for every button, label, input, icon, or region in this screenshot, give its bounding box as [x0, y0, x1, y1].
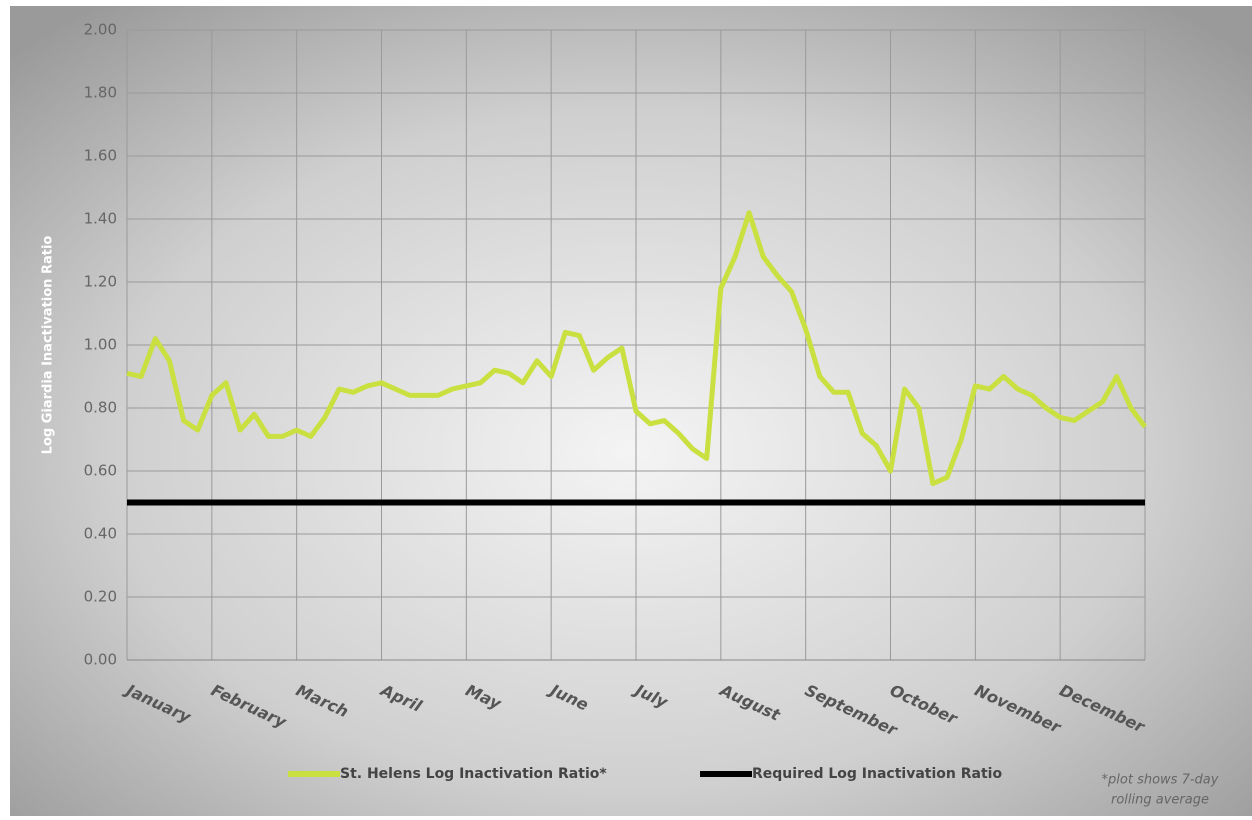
y-tick-label: 0.40 [84, 525, 117, 543]
y-tick-label: 0.20 [84, 588, 117, 606]
note: rolling average [1111, 793, 1209, 808]
y-tick-label: 1.20 [84, 273, 117, 291]
note: *plot shows 7-day [1102, 773, 1219, 788]
y-tick-label: 1.60 [84, 147, 117, 165]
series-line [126, 210, 1148, 487]
y-tick-label: 1.00 [84, 336, 117, 354]
y-tick-label: 2.00 [84, 21, 117, 39]
legend-label: Required Log Inactivation Ratio [752, 766, 1002, 782]
y-tick-label: 0.00 [84, 651, 117, 669]
y-axis-title: Log Giardia Inactivation Ratio [41, 236, 56, 455]
legend-label: St. Helens Log Inactivation Ratio* [340, 766, 607, 782]
y-tick-label: 0.80 [84, 399, 117, 417]
y-tick-label: 0.60 [84, 462, 117, 480]
y-tick-label: 1.40 [84, 210, 117, 228]
y-tick-label: 1.80 [84, 84, 117, 102]
chart-background [10, 6, 1252, 816]
